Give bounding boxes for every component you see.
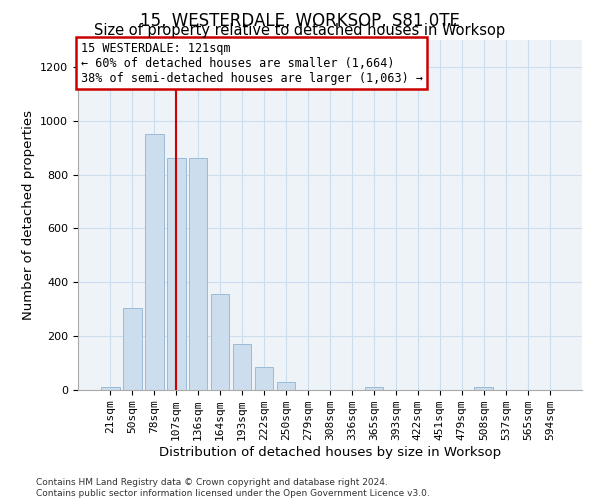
Bar (255, 367, 274, 390)
Text: Contains HM Land Registry data © Crown copyright and database right 2024.
Contai: Contains HM Land Registry data © Crown c… (36, 478, 430, 498)
Bar (475, 387, 493, 390)
X-axis label: Distribution of detached houses by size in Worksop: Distribution of detached houses by size … (159, 446, 501, 459)
Text: Size of property relative to detached houses in Worksop: Size of property relative to detached ho… (94, 22, 506, 38)
Bar (123, 308, 142, 390)
Bar (277, 382, 295, 390)
Bar (365, 388, 383, 390)
Bar (167, 158, 185, 390)
Text: 15, WESTERDALE, WORKSOP, S81 0TE: 15, WESTERDALE, WORKSOP, S81 0TE (140, 12, 460, 30)
Y-axis label: Number of detached properties: Number of detached properties (22, 110, 35, 320)
Bar (145, 134, 164, 390)
Bar (233, 344, 251, 390)
Text: 15 WESTERDALE: 121sqm
← 60% of detached houses are smaller (1,664)
38% of semi-d: 15 WESTERDALE: 121sqm ← 60% of detached … (80, 42, 422, 84)
Bar (101, 387, 119, 390)
Bar (189, 158, 208, 390)
Bar (211, 294, 229, 390)
